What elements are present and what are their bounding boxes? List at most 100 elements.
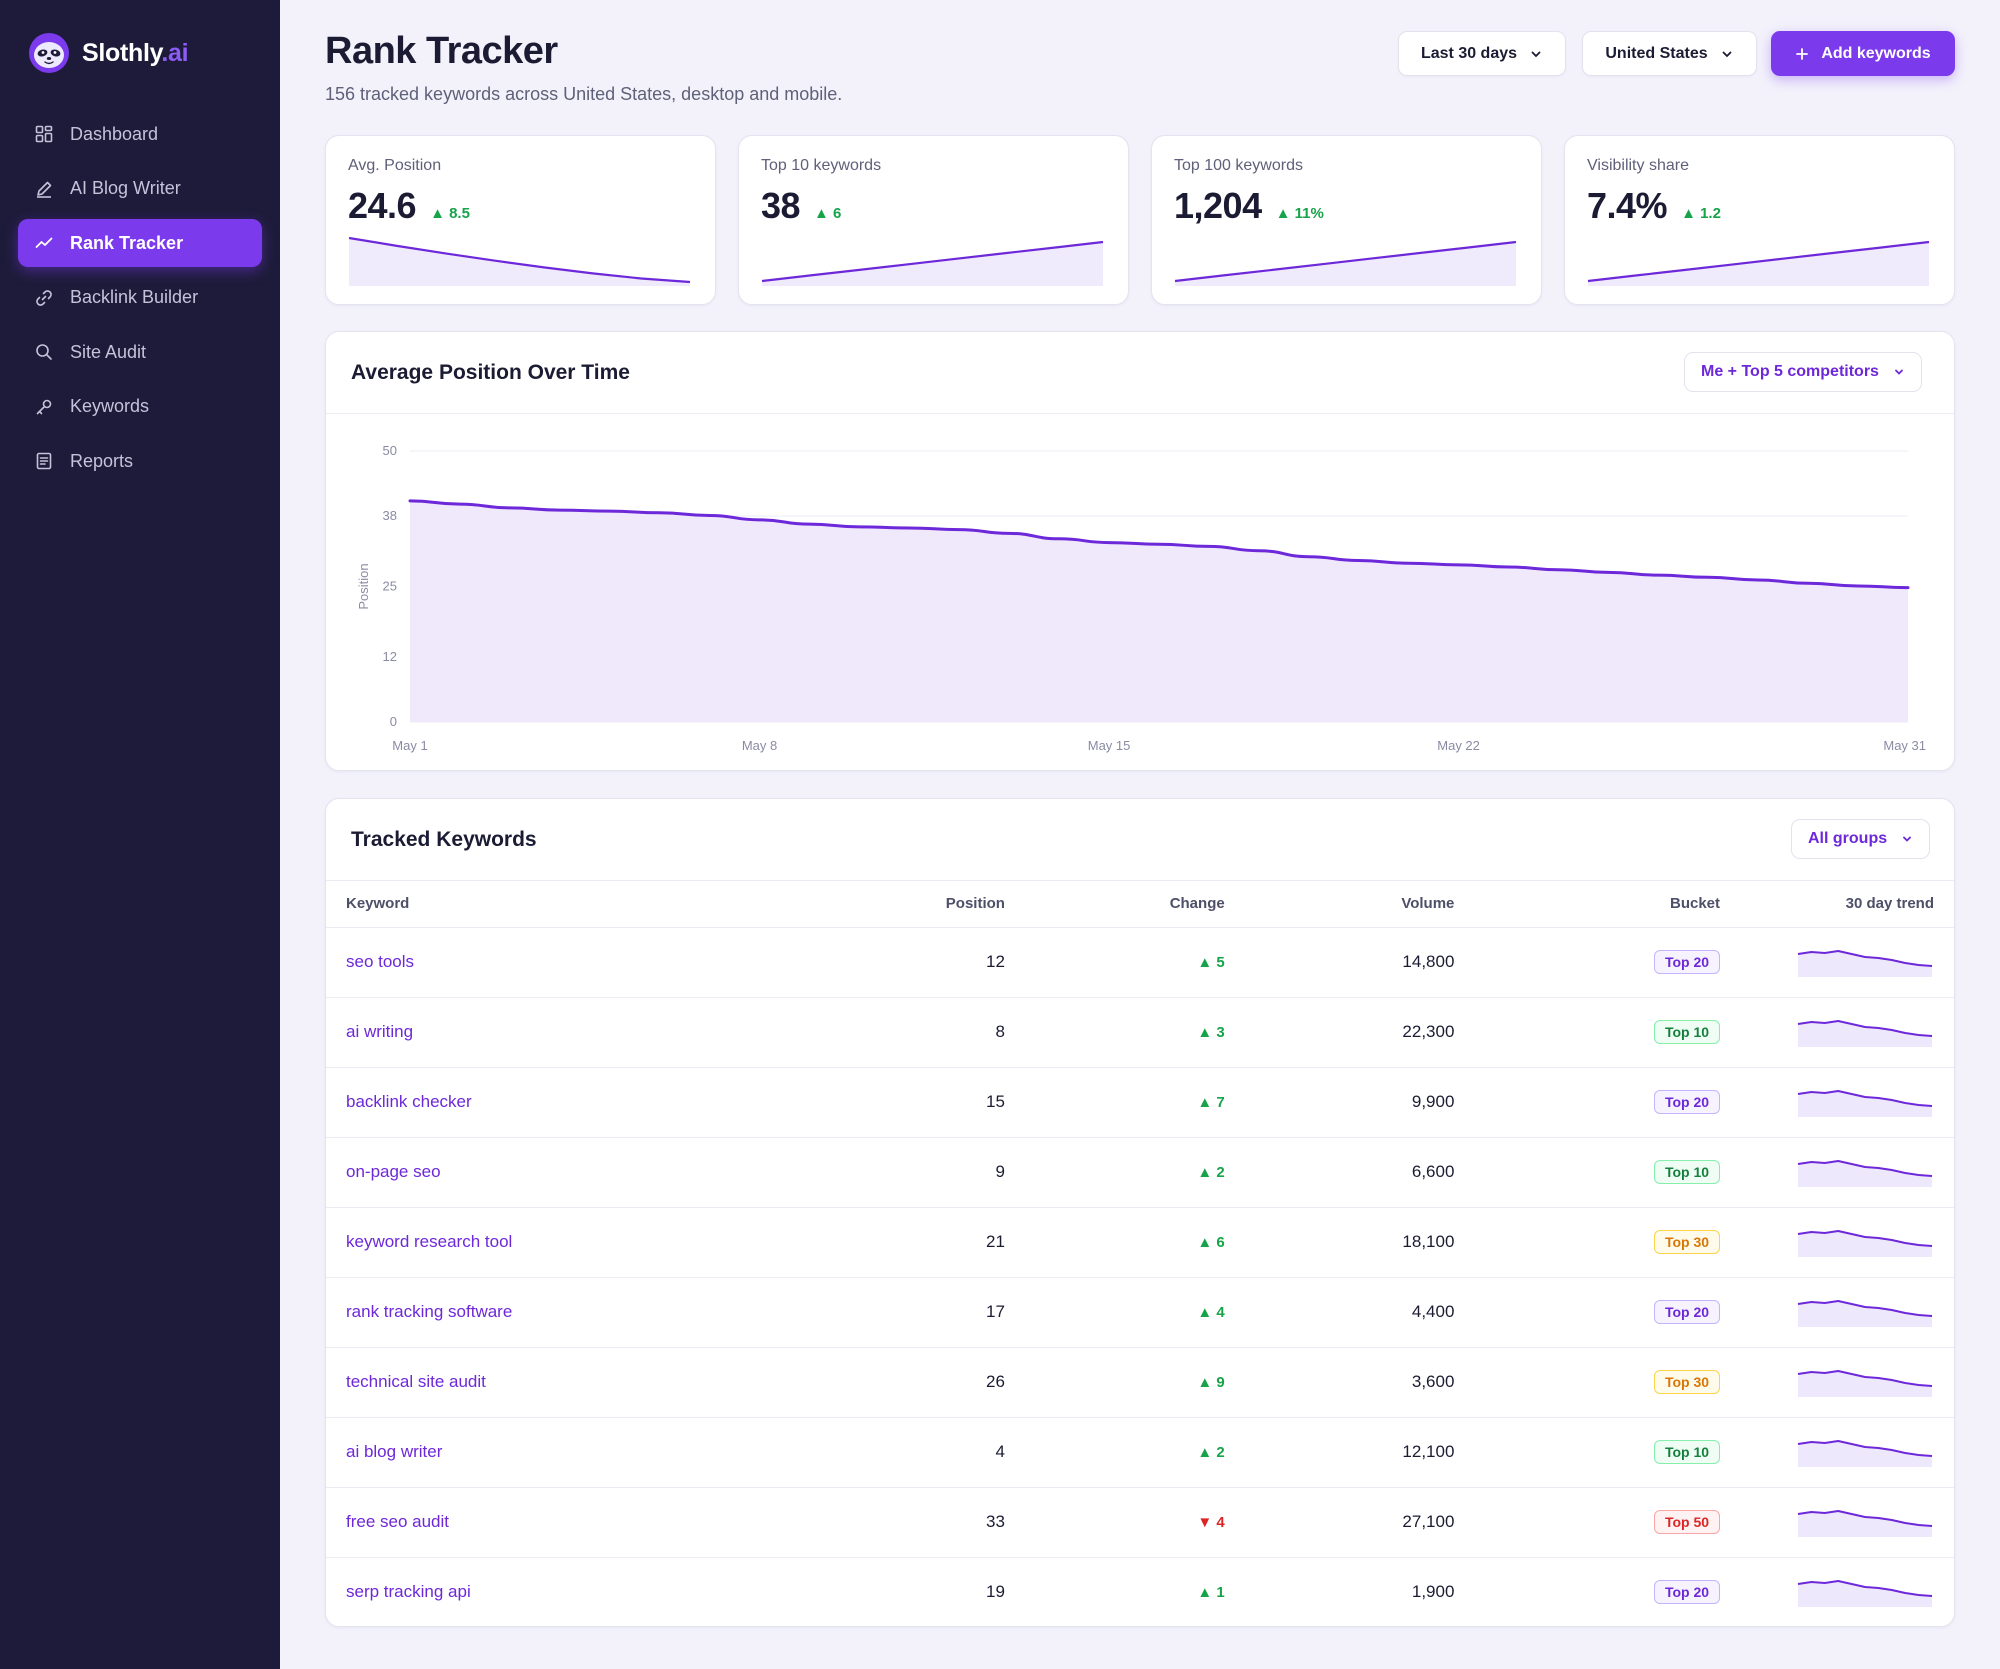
volume-value: 1,900	[1411, 1582, 1455, 1602]
y-tick-label: 50	[383, 443, 397, 458]
nav-item-ai-blog-writer[interactable]: AI Blog Writer	[18, 165, 262, 213]
position-value: 9	[995, 1162, 1005, 1181]
col-header-change[interactable]: Change	[1024, 881, 1245, 928]
change-value: ▲ 9	[1197, 1374, 1225, 1391]
nav-label: Reports	[70, 450, 134, 471]
volume-value: 9,900	[1411, 1092, 1455, 1111]
y-tick-label: 25	[383, 579, 397, 594]
nav-label: Rank Tracker	[70, 232, 184, 253]
table-row[interactable]: keyword research tool 21 ▲ 6 18,100 Top 30	[326, 1207, 1954, 1278]
table-row[interactable]: free seo audit 33 ▼ 4 27,100 Top 50	[326, 1487, 1954, 1558]
date-range-select[interactable]: Last 30 days	[1398, 31, 1566, 76]
bucket-badge: Top 10	[1653, 1160, 1721, 1184]
kpi-label: Top 100 keywords	[1174, 157, 1303, 174]
volume-value: 12,100	[1402, 1442, 1455, 1461]
link-icon	[36, 289, 52, 306]
table-row[interactable]: seo tools 12 ▲ 5 14,800 Top 20	[326, 927, 1954, 998]
volume-value: 4,400	[1411, 1302, 1455, 1321]
sparkline-line	[761, 240, 1104, 283]
nav-label: Keywords	[70, 396, 150, 416]
add-keywords-button[interactable]: Add keywords	[1771, 31, 1955, 76]
position-value: 33	[986, 1512, 1005, 1531]
series-area	[410, 500, 1908, 722]
nav-label: AI Blog Writer	[70, 178, 181, 198]
change-value: ▲ 4	[1197, 1304, 1225, 1321]
nav-label: Site Audit	[70, 341, 147, 362]
kpi-label: Visibility share	[1587, 157, 1689, 174]
table-row[interactable]: ai blog writer 4 ▲ 2 12,100 Top 10	[326, 1417, 1954, 1488]
key-icon	[36, 399, 52, 414]
col-header-bucket[interactable]: Bucket	[1474, 881, 1741, 928]
nav-label: Dashboard	[70, 123, 159, 144]
nav-item-keywords[interactable]: Keywords	[18, 383, 262, 431]
sparkline-area	[349, 238, 690, 286]
keyword-link[interactable]: ai writing	[346, 1022, 414, 1041]
competitor-compare-select[interactable]: Me + Top 5 competitors	[1684, 352, 1922, 392]
country-select[interactable]: United States	[1582, 31, 1757, 76]
table-row[interactable]: serp tracking api 19 ▲ 1 1,900 Top 20	[326, 1557, 1954, 1627]
trend-sparkline	[1797, 1090, 1933, 1117]
nav-item-dashboard[interactable]: Dashboard	[18, 110, 262, 158]
sparkline-area	[1798, 1091, 1932, 1117]
nav-item-rank-tracker[interactable]: Rank Tracker	[18, 219, 262, 267]
nav-item-backlink-builder[interactable]: Backlink Builder	[18, 274, 262, 322]
plus-icon	[1796, 47, 1809, 60]
group-filter-select[interactable]: All groups	[1791, 819, 1931, 859]
page-title: Rank Tracker	[325, 30, 558, 72]
trend-sparkline	[1797, 1580, 1933, 1608]
table-row[interactable]: technical site audit 26 ▲ 9 3,600 Top 30	[326, 1347, 1954, 1418]
volume-value: 18,100	[1402, 1232, 1455, 1251]
keyword-link[interactable]: ai blog writer	[346, 1442, 443, 1461]
search-icon	[36, 344, 52, 360]
chevron-down-icon	[1531, 51, 1541, 57]
keyword-link[interactable]: free seo audit	[346, 1512, 450, 1531]
change-value: ▲ 2	[1197, 1444, 1225, 1461]
bucket-badge: Top 20	[1653, 1580, 1721, 1605]
sparkline-line	[1797, 950, 1933, 967]
sparkline-area	[1798, 1231, 1932, 1257]
keyword-link[interactable]: seo tools	[346, 952, 415, 971]
nav-item-reports[interactable]: Reports	[18, 437, 262, 485]
keyword-link[interactable]: technical site audit	[346, 1372, 486, 1391]
keyword-link[interactable]: keyword research tool	[346, 1232, 513, 1251]
position-value: 15	[986, 1092, 1005, 1111]
brand-logo[interactable]: Slothly.ai	[28, 32, 189, 74]
change-value: ▲ 2	[1197, 1164, 1225, 1181]
kpi-sparkline	[761, 240, 1104, 286]
position-area-chart: 50 38 25 12 0 May 1 May 8 May 15 May 22 May 31 Pos…	[356, 443, 1926, 753]
volume-value: 27,100	[1402, 1512, 1455, 1531]
nav-item-site-audit[interactable]: Site Audit	[18, 328, 262, 376]
sparkline-line	[1797, 1090, 1933, 1107]
sparkline-line	[1797, 1300, 1933, 1317]
table-row[interactable]: on-page seo 9 ▲ 2 6,600 Top 10	[326, 1137, 1954, 1208]
table-row[interactable]: rank tracking software 17 ▲ 4 4,400 Top 20	[326, 1277, 1954, 1348]
keyword-link[interactable]: backlink checker	[346, 1092, 472, 1111]
sparkline-area	[762, 242, 1103, 286]
position-chart-card: Average Position Over Time Me + Top 5 co…	[325, 331, 1955, 771]
compare-label: Me + Top 5 competitors	[1701, 363, 1879, 380]
keywords-table-body: seo tools 12 ▲ 5 14,800 Top 20 ai writing 8 ▲ 3…	[326, 927, 1954, 1627]
col-header-volume[interactable]: Volume	[1244, 881, 1475, 928]
date-range-label: Last 30 days	[1420, 44, 1518, 62]
pen-icon	[37, 181, 52, 198]
sparkline-line	[1174, 240, 1517, 283]
kpi-card-top-10: Top 10 keywords 38 ▲ 6	[738, 135, 1129, 305]
change-value: ▲ 1	[1197, 1584, 1225, 1602]
kpi-sparkline	[348, 236, 691, 286]
table-row[interactable]: backlink checker 15 ▲ 7 9,900 Top 20	[326, 1067, 1954, 1138]
sparkline-area	[1798, 1511, 1932, 1537]
bucket-badge: Top 30	[1653, 1370, 1721, 1394]
chart-divider	[326, 413, 1954, 414]
nav-label: Backlink Builder	[70, 287, 199, 307]
col-header-position[interactable]: Position	[825, 881, 1025, 928]
table-row[interactable]: ai writing 8 ▲ 3 22,300 Top 10	[326, 997, 1954, 1068]
sparkline-area	[1798, 1021, 1932, 1047]
chart-title: Average Position Over Time	[351, 361, 630, 384]
col-header-keyword[interactable]: Keyword	[326, 881, 826, 928]
keyword-link[interactable]: serp tracking api	[346, 1582, 471, 1602]
kpi-delta: ▲ 11%	[1275, 205, 1324, 222]
kpi-label: Top 10 keywords	[761, 157, 882, 174]
kpi-delta: ▲ 6	[814, 205, 842, 222]
keyword-link[interactable]: on-page seo	[346, 1162, 441, 1181]
keyword-link[interactable]: rank tracking software	[346, 1302, 513, 1321]
